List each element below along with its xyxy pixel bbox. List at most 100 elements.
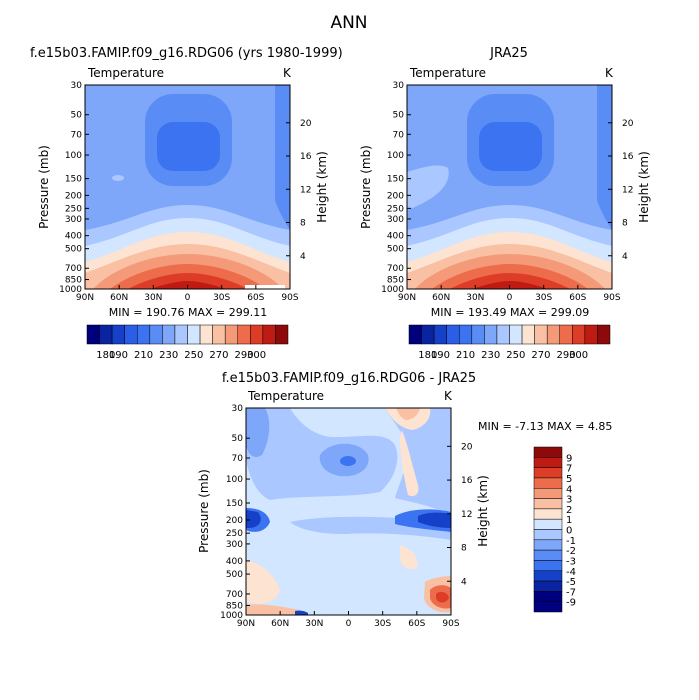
y-right-tick-label: 12 [461,510,472,520]
panel-diff-right-label: K [444,389,453,403]
colorbar-swatch [533,446,563,458]
colorbar-swatch [496,324,510,345]
x-tick-label: 60N [110,293,128,303]
colorbar-swatch [275,324,289,345]
colorbar-swatch [533,560,563,571]
y-right-tick-label: 4 [300,252,306,262]
panel-obs-ylabel-right: Height (km) [637,151,651,222]
colorbar-swatch [421,324,435,345]
y-right-tick-label: 12 [622,185,633,195]
y-tick-label: 50 [393,111,405,121]
colorbar-label: -1 [566,536,576,547]
colorbar-label: 190 [109,350,128,361]
colorbar-swatch [533,477,563,489]
panel-obs-left-label: Temperature [409,66,486,80]
y-tick-label: 200 [65,191,82,201]
colorbar-swatch [572,324,586,345]
x-tick-label: 60N [432,293,450,303]
colorbar-label: 2 [566,505,572,516]
colorbar-swatch [111,324,125,345]
y-right-tick-label: 16 [300,152,312,162]
y-tick-label: 70 [232,454,244,464]
y-tick-label: 700 [65,264,82,274]
colorbar-swatch [509,324,523,345]
field-band [400,430,419,497]
colorbar-swatch [137,324,151,345]
colorbar-swatch [250,324,264,345]
colorbar-swatch [533,518,563,530]
colorbar-swatch [199,324,213,345]
y-tick-label: 850 [65,276,82,286]
panel-diff: f.e15b03.FAMIP.f09_g16.RDG06 - JRA25 Tem… [197,371,612,629]
colorbar-swatch [433,324,447,345]
y-right-tick-label: 20 [300,119,312,129]
colorbar-label: 250 [506,350,525,361]
y-tick-label: 100 [226,475,243,485]
panel-obs-field [407,85,612,289]
colorbar-swatch [174,324,188,345]
x-tick-label: 30N [466,293,484,303]
field-band [112,175,124,181]
panel-obs-title: JRA25 [489,46,528,61]
y-right-tick-label: 20 [622,119,634,129]
field-band [479,122,542,171]
colorbar-swatch [446,324,460,345]
colorbar-label: 300 [247,350,266,361]
y-tick-label: 500 [65,245,82,255]
colorbar-swatch [597,324,611,345]
y-tick-label: 100 [65,151,82,161]
colorbar-swatch [533,549,563,561]
colorbar-label: 0 [566,526,572,537]
colorbar-swatch [533,498,563,510]
field-band [246,604,300,615]
y-tick-label: 300 [387,215,404,225]
y-tick-label: 100 [387,151,404,161]
colorbar-label: 9 [566,453,572,464]
field-band [295,610,308,615]
colorbar-label: 290 [556,350,575,361]
y-tick-label: 300 [226,540,243,550]
x-tick-label: 60N [271,619,289,629]
field-band [418,512,451,528]
y-tick-label: 400 [387,232,404,242]
y-tick-label: 200 [387,191,404,201]
y-tick-label: 850 [226,601,243,611]
colorbar-label: 250 [184,350,203,361]
colorbar-swatch [533,488,563,499]
colorbar-swatch [408,324,422,345]
colorbar-swatch [534,324,548,345]
x-tick-label: 30N [144,293,162,303]
panel-diff-field [246,408,451,615]
field-band [340,456,356,466]
y-tick-label: 1000 [220,611,243,621]
colorbar-label: 1 [566,515,572,526]
colorbar-label: 210 [134,350,153,361]
y-tick-label: 850 [387,276,404,286]
colorbar-label: -5 [566,577,576,588]
x-tick-label: 90S [281,293,298,303]
panel-obs: JRA25 Temperature K Pressure (mb) Height… [359,46,651,361]
y-tick-label: 200 [226,516,243,526]
field-band [407,165,449,210]
y-tick-label: 250 [226,529,243,539]
colorbar-swatch [124,324,138,345]
y-tick-label: 30 [232,404,244,414]
y-tick-label: 70 [71,130,83,140]
field-band [436,591,449,603]
panel-model-stats: MIN = 190.76 MAX = 299.11 [109,306,267,319]
colorbar-swatch [533,467,563,479]
y-tick-label: 30 [71,81,83,91]
colorbar-swatch [459,324,473,345]
panel-obs-right-label: K [605,66,614,80]
y-tick-label: 300 [65,215,82,225]
figure-title: ANN [330,13,367,33]
y-right-tick-label: 8 [300,219,306,229]
y-tick-label: 30 [393,81,405,91]
colorbar-label: -2 [566,546,576,557]
field-band [400,545,418,570]
colorbar-label: 270 [209,350,228,361]
field-band [246,408,270,457]
colorbar-swatch [533,529,563,541]
x-tick-label: 30S [374,619,391,629]
